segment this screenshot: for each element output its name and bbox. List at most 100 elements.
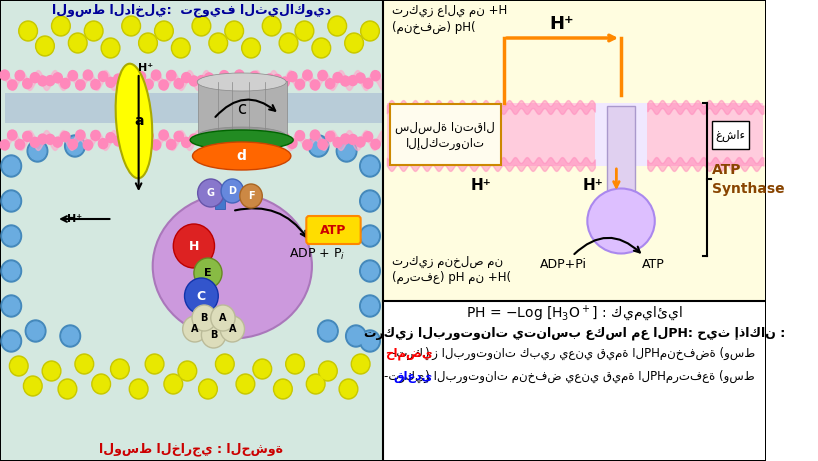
- Circle shape: [330, 18, 345, 35]
- Text: Synthase: Synthase: [712, 183, 784, 196]
- Text: ATP: ATP: [321, 224, 347, 236]
- Circle shape: [340, 380, 357, 397]
- Text: -تركيز البروتونات منخفض يعني قيمة الPHمرتفعة (وسط: -تركيز البروتونات منخفض يعني قيمة الPHمر…: [384, 369, 759, 383]
- Circle shape: [219, 139, 229, 149]
- Circle shape: [221, 179, 244, 203]
- Circle shape: [263, 16, 281, 36]
- Text: ): ): [425, 370, 429, 383]
- Bar: [198, 81, 286, 136]
- Bar: [384, 1, 766, 300]
- Text: c: c: [237, 100, 246, 118]
- Circle shape: [1, 260, 21, 282]
- Circle shape: [360, 155, 380, 177]
- Circle shape: [353, 355, 369, 372]
- Circle shape: [182, 72, 191, 83]
- Circle shape: [173, 40, 189, 57]
- Circle shape: [310, 130, 320, 140]
- Bar: [647, 103, 763, 166]
- Circle shape: [27, 140, 47, 162]
- Circle shape: [1, 295, 21, 317]
- Circle shape: [217, 355, 233, 372]
- Circle shape: [336, 140, 357, 162]
- Circle shape: [346, 325, 366, 347]
- Circle shape: [182, 316, 207, 342]
- Circle shape: [1, 190, 21, 212]
- Circle shape: [338, 142, 355, 160]
- Circle shape: [92, 374, 110, 394]
- Circle shape: [121, 74, 131, 84]
- Circle shape: [83, 70, 92, 80]
- Text: ADP + P$_i$: ADP + P$_i$: [289, 247, 344, 261]
- Text: الإلكترونات: الإلكترونات: [406, 136, 484, 149]
- Circle shape: [159, 80, 169, 90]
- FancyBboxPatch shape: [712, 121, 749, 149]
- Circle shape: [38, 76, 47, 86]
- Circle shape: [83, 140, 92, 150]
- Circle shape: [363, 78, 373, 89]
- Circle shape: [258, 132, 267, 142]
- Circle shape: [242, 80, 252, 89]
- Circle shape: [144, 79, 153, 89]
- Circle shape: [16, 71, 25, 81]
- Circle shape: [76, 80, 85, 90]
- Circle shape: [236, 374, 254, 394]
- Circle shape: [227, 23, 242, 40]
- Circle shape: [362, 157, 379, 175]
- Circle shape: [242, 130, 252, 141]
- Circle shape: [23, 79, 32, 89]
- Bar: [5, 93, 382, 123]
- Circle shape: [25, 378, 41, 395]
- Circle shape: [280, 133, 290, 143]
- Circle shape: [1, 330, 21, 352]
- Text: G: G: [207, 188, 215, 198]
- Circle shape: [128, 77, 138, 87]
- Circle shape: [265, 74, 274, 84]
- Circle shape: [360, 225, 380, 247]
- Circle shape: [227, 80, 236, 90]
- Circle shape: [76, 130, 85, 140]
- Circle shape: [308, 376, 324, 392]
- Circle shape: [235, 140, 244, 150]
- Text: H⁺: H⁺: [582, 178, 604, 194]
- Circle shape: [102, 40, 119, 57]
- Circle shape: [243, 40, 259, 57]
- Circle shape: [46, 134, 55, 144]
- Circle shape: [318, 140, 327, 149]
- Circle shape: [360, 190, 380, 212]
- Text: H⁺: H⁺: [67, 214, 83, 224]
- Circle shape: [200, 380, 216, 397]
- Circle shape: [295, 79, 304, 89]
- Circle shape: [151, 70, 161, 80]
- Circle shape: [210, 35, 227, 52]
- Circle shape: [43, 361, 61, 381]
- Circle shape: [167, 140, 176, 149]
- Circle shape: [2, 157, 20, 175]
- Circle shape: [263, 18, 280, 35]
- Circle shape: [165, 376, 182, 392]
- Circle shape: [351, 354, 370, 374]
- Circle shape: [326, 131, 335, 141]
- Text: PH = $-$Log [H$_3$O$^+$] : كيميائيا: PH = $-$Log [H$_3$O$^+$] : كيميائيا: [466, 303, 682, 323]
- Circle shape: [333, 72, 343, 83]
- Circle shape: [164, 374, 182, 394]
- Circle shape: [371, 71, 380, 81]
- Text: A: A: [228, 324, 236, 334]
- Circle shape: [2, 227, 20, 245]
- Circle shape: [197, 135, 206, 144]
- Circle shape: [362, 262, 379, 280]
- Circle shape: [306, 374, 325, 394]
- Circle shape: [344, 33, 363, 53]
- Circle shape: [249, 139, 259, 149]
- Circle shape: [110, 359, 129, 379]
- Circle shape: [131, 380, 146, 397]
- Circle shape: [128, 133, 138, 143]
- Circle shape: [285, 354, 304, 374]
- Circle shape: [212, 78, 222, 89]
- Circle shape: [20, 23, 36, 40]
- Circle shape: [254, 361, 270, 378]
- Circle shape: [339, 379, 357, 399]
- Circle shape: [362, 332, 379, 350]
- Circle shape: [199, 379, 218, 399]
- Circle shape: [362, 23, 378, 40]
- Circle shape: [348, 76, 357, 86]
